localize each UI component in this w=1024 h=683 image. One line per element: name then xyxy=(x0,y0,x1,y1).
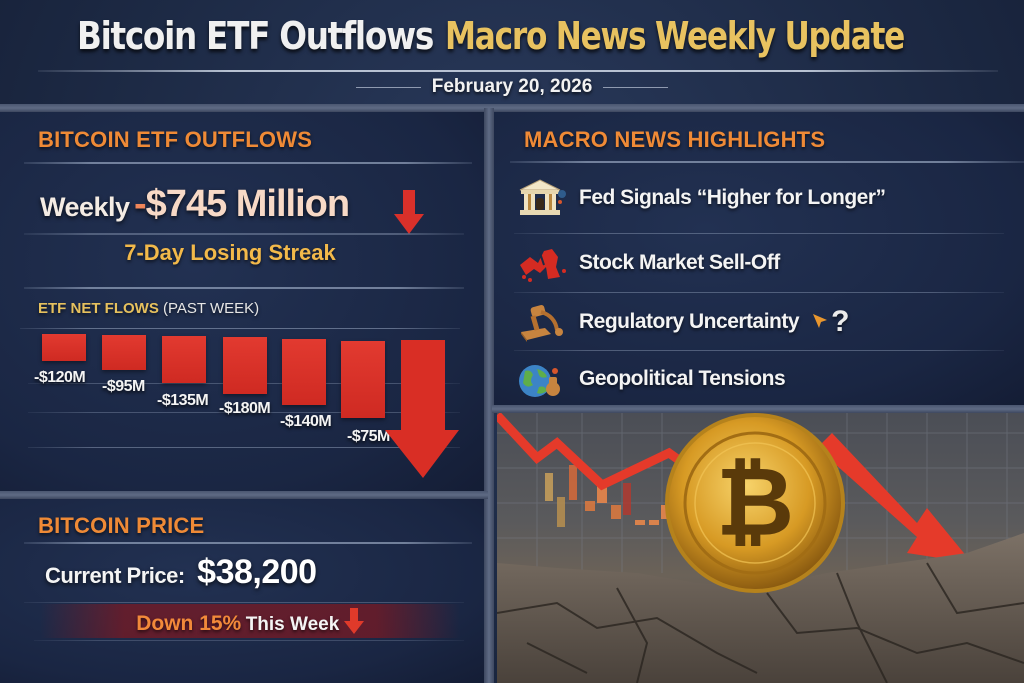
chart-bar-4 xyxy=(223,337,267,394)
losing-streak: 7-Day Losing Streak xyxy=(124,240,336,265)
weekly-sign: - xyxy=(134,183,147,225)
divider xyxy=(510,161,1024,163)
chart-bar-6 xyxy=(341,341,385,418)
current-price-value: $38,200 xyxy=(197,553,317,591)
weekly-outflow: Weekly -$745 Million xyxy=(40,183,350,226)
flows-heading-main: ETF NET FLOWS xyxy=(38,300,159,317)
down-arrow-icon xyxy=(394,190,424,239)
globe-icon xyxy=(515,359,569,399)
bitcoin-price-panel xyxy=(0,499,484,683)
frame-divider-left-bottom xyxy=(0,491,488,499)
divider xyxy=(514,292,1004,293)
question-mark-icon: ? xyxy=(831,305,850,338)
price-change-banner: Down 15% This Week xyxy=(40,604,460,638)
news-item-text: Stock Market Sell-Off xyxy=(579,251,780,274)
weekly-value: $745 Million xyxy=(145,183,350,225)
divider xyxy=(24,542,472,544)
bar-label-3: -$135M xyxy=(157,392,209,409)
crash-scene: ₿ xyxy=(497,413,1024,683)
bar-label-4: -$180M xyxy=(219,400,271,417)
down-arrow-icon xyxy=(343,608,364,634)
frame-divider-center xyxy=(484,108,494,683)
frame-divider-top xyxy=(0,104,1024,112)
bank-building-icon xyxy=(515,178,569,218)
divider xyxy=(24,233,464,235)
title-part-2: Macro News Weekly Update xyxy=(444,14,905,58)
date-rule-right xyxy=(602,86,668,88)
title-divider xyxy=(38,70,998,72)
macro-news-heading: MACRO NEWS HIGHLIGHTS xyxy=(524,127,826,152)
price-change-highlight: Down 15% xyxy=(136,612,242,635)
weekly-label: Weekly xyxy=(40,192,130,222)
price-change-suffix: This Week xyxy=(245,614,340,635)
bitcoin-symbol-icon: ₿ xyxy=(716,446,794,558)
chart-bar-3 xyxy=(162,336,206,383)
news-item-geopolitical: Geopolitical Tensions xyxy=(515,359,786,399)
divider xyxy=(34,640,464,641)
market-crash-icon xyxy=(515,243,569,283)
frame-divider-right-middle xyxy=(492,405,1024,413)
page-title: Bitcoin ETF Outflows Macro News Weekly U… xyxy=(0,14,1024,58)
news-item-fed: Fed Signals “Higher for Longer” xyxy=(515,178,886,218)
etf-outflows-heading: BITCOIN ETF OUTFLOWS xyxy=(38,127,313,152)
divider xyxy=(24,602,464,603)
chart-gridline xyxy=(20,328,460,329)
divider xyxy=(514,233,1004,234)
chart-gridline xyxy=(28,412,460,413)
macro-news-panel xyxy=(494,112,1024,405)
uncertainty-indicator: ? xyxy=(813,305,849,339)
date-row: February 20, 2026 xyxy=(0,76,1024,98)
chart-bar-1 xyxy=(42,334,86,361)
divider xyxy=(514,350,1004,351)
news-item-regulatory: Regulatory Uncertainty ? xyxy=(515,302,849,342)
flows-heading: ETF NET FLOWS (PAST WEEK) xyxy=(38,300,259,317)
date-rule-left xyxy=(356,86,422,88)
bar-label-6: -$75M xyxy=(347,428,390,445)
flows-heading-sub: (PAST WEEK) xyxy=(163,300,260,317)
cursor-arrow-icon xyxy=(813,314,828,328)
news-item-text: Fed Signals “Higher for Longer” xyxy=(579,186,886,209)
news-item-stock-market: Stock Market Sell-Off xyxy=(515,243,780,283)
weekly-value-wrap: -$745 Million xyxy=(134,183,350,225)
title-part-1: Bitcoin ETF Outflows xyxy=(77,14,434,58)
bar-label-1: -$120M xyxy=(34,369,86,386)
bar-label-2: -$95M xyxy=(102,378,145,395)
news-item-text: Regulatory Uncertainty xyxy=(579,310,800,333)
chart-bar-5 xyxy=(282,339,326,405)
header: Bitcoin ETF Outflows Macro News Weekly U… xyxy=(0,0,1024,105)
gavel-icon xyxy=(515,302,569,342)
chart-bar-2 xyxy=(102,335,146,370)
chart-gridline xyxy=(28,447,460,448)
bitcoin-price-heading: BITCOIN PRICE xyxy=(38,513,205,538)
current-price-label: Current Price: xyxy=(45,563,185,588)
trend-down-arrow-icon xyxy=(385,340,459,485)
bar-label-5: -$140M xyxy=(280,413,332,430)
current-price-row: Current Price: $38,200 xyxy=(45,553,317,592)
bitcoin-crash-illustration: ₿ xyxy=(497,413,1024,683)
news-item-text: Geopolitical Tensions xyxy=(579,367,786,390)
divider xyxy=(24,162,472,164)
date-label: February 20, 2026 xyxy=(431,76,593,97)
divider xyxy=(24,287,464,289)
